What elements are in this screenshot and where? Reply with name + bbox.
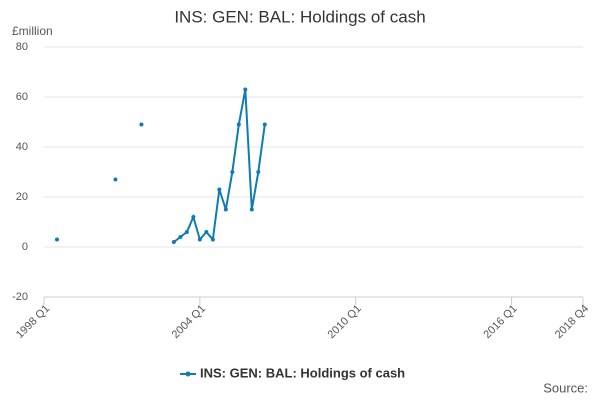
point xyxy=(230,170,235,174)
point xyxy=(262,122,267,127)
point xyxy=(249,207,254,212)
point xyxy=(171,240,176,244)
y-tick-label: 80 xyxy=(16,41,28,53)
point xyxy=(54,237,59,242)
y-tick-label: 60 xyxy=(16,91,28,103)
point xyxy=(210,237,215,242)
x-tick-label: 2004 Q1 xyxy=(170,303,208,341)
point xyxy=(223,207,228,212)
y-tick-label: 0 xyxy=(22,241,28,253)
y-tick-label: -20 xyxy=(12,291,28,303)
x-tick-label: 2018 Q4 xyxy=(553,303,591,341)
point xyxy=(178,235,183,239)
y-tick-label: 40 xyxy=(16,141,28,153)
point xyxy=(236,122,241,127)
point xyxy=(113,177,118,182)
point xyxy=(139,122,144,127)
chart-title: INS: GEN: BAL: Holdings of cash xyxy=(174,7,425,26)
source: Source: xyxy=(543,380,588,395)
y-tick-label: 20 xyxy=(16,191,28,203)
point xyxy=(184,230,189,234)
point xyxy=(243,87,248,92)
x-tick-label: 1998 Q1 xyxy=(14,303,52,341)
series-line xyxy=(173,89,266,243)
point xyxy=(197,237,202,242)
point xyxy=(204,230,209,234)
y-axis-label: £million xyxy=(12,24,53,38)
point xyxy=(256,170,261,174)
legend-marker xyxy=(185,371,191,377)
point xyxy=(217,187,222,192)
legend-label: INS: GEN: BAL: Holdings of cash xyxy=(200,365,405,380)
x-tick-label: 2010 Q1 xyxy=(326,303,364,341)
point xyxy=(191,215,196,219)
x-tick-label: 2016 Q1 xyxy=(481,303,519,341)
